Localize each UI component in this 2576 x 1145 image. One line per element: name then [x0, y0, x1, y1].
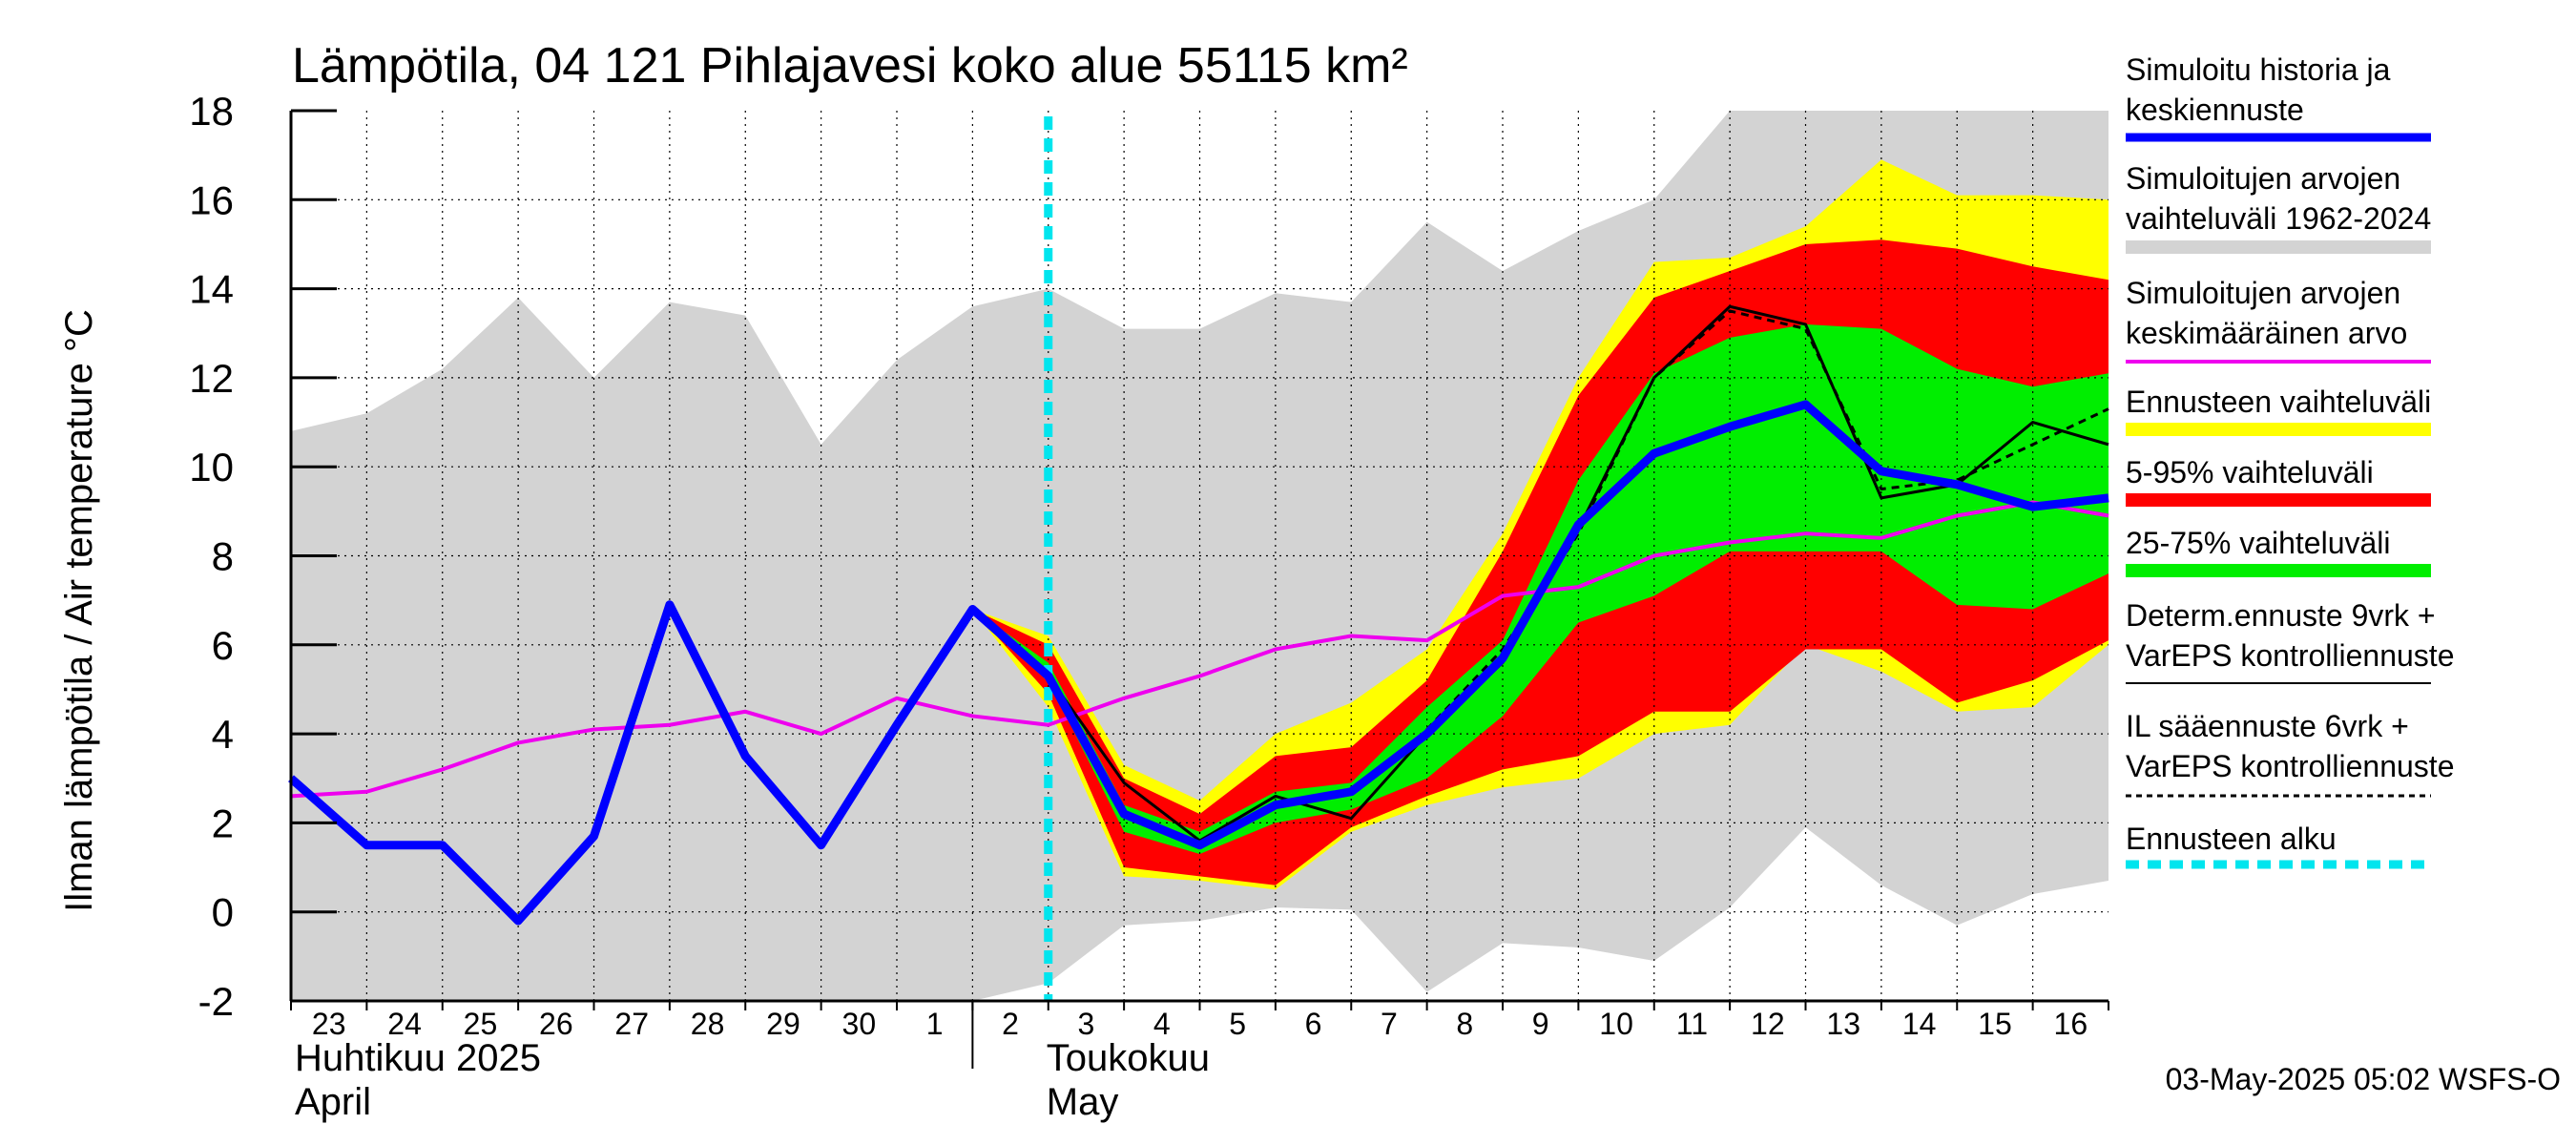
legend-label: Simuloitujen arvojen: [2126, 276, 2400, 310]
x-tick-label: 4: [1153, 1007, 1171, 1041]
y-tick-label: 6: [212, 623, 234, 668]
x-tick-label: 29: [766, 1007, 800, 1041]
y-tick-label: 4: [212, 712, 234, 757]
x-tick-label: 12: [1751, 1007, 1785, 1041]
x-tick-label: 5: [1229, 1007, 1246, 1041]
y-tick-label: 16: [189, 177, 234, 222]
x-tick-label: 7: [1381, 1007, 1398, 1041]
grid-layer: [291, 111, 2109, 1001]
y-tick-label: 18: [189, 89, 234, 134]
timestamp-footer: 03-May-2025 05:02 WSFS-O: [2166, 1062, 2561, 1096]
legend: Simuloitu historia ja keskiennuste Simuloi…: [2126, 52, 2454, 869]
x-tick-label: 14: [1902, 1007, 1937, 1041]
simulated-history-line: [288, 400, 2109, 926]
legend-label: Determ.ennuste 9vrk +: [2126, 598, 2436, 633]
legend-label: Ennusteen alku: [2126, 822, 2337, 856]
x-tick-label: 27: [614, 1007, 649, 1041]
y-tick-label: 12: [189, 356, 234, 401]
y-tick-label: -2: [198, 979, 234, 1024]
month-label-fi: Toukokuu: [1047, 1037, 1210, 1079]
x-tick-label: 10: [1599, 1007, 1633, 1041]
x-tick-label: 16: [2054, 1007, 2088, 1041]
x-tick-label: 6: [1305, 1007, 1322, 1041]
month-label-en: May: [1047, 1081, 1119, 1123]
x-tick-label: 23: [312, 1007, 346, 1041]
y-axis-label: Ilman lämpötila / Air temperature °C: [58, 309, 100, 912]
y-tick-label: 10: [189, 445, 234, 489]
x-tick-label: 15: [1978, 1007, 2012, 1041]
month-label-en: April: [295, 1081, 371, 1123]
x-tick-label: 13: [1826, 1007, 1860, 1041]
legend-label: VarEPS kontrolliennuste: [2126, 638, 2454, 673]
x-tick-label: 24: [387, 1007, 422, 1041]
x-tick-label: 11: [1676, 1007, 1708, 1041]
y-tick-label: 2: [212, 801, 234, 845]
chart-title: Lämpötila, 04 121 Pihlajavesi koko alue …: [292, 38, 1408, 94]
legend-label: IL sääennuste 6vrk +: [2126, 709, 2409, 743]
y-tick-label: 14: [189, 267, 234, 312]
x-tick-label: 8: [1456, 1007, 1473, 1041]
legend-label: Ennusteen vaihteluväli: [2126, 385, 2431, 419]
legend-label: vaihteluväli 1962-2024: [2126, 201, 2431, 236]
legend-label: Simuloitu historia ja: [2126, 52, 2391, 87]
x-tick-label: 26: [539, 1007, 573, 1041]
x-tick-label: 1: [926, 1007, 944, 1041]
legend-label: keskiennuste: [2126, 93, 2304, 127]
month-label-fi: Huhtikuu 2025: [295, 1037, 541, 1079]
legend-label: keskimääräinen arvo: [2126, 316, 2407, 350]
legend-label: VarEPS kontrolliennuste: [2126, 749, 2454, 783]
series-layer: [288, 116, 2109, 1001]
x-tick-label: 30: [842, 1007, 877, 1041]
legend-label: Simuloitujen arvojen: [2126, 161, 2400, 196]
x-tick-label: 25: [464, 1007, 498, 1041]
legend-label: 5-95% vaihteluväli: [2126, 455, 2374, 489]
y-tick-label: 0: [212, 890, 234, 935]
mean-line: [290, 500, 2109, 799]
y-tick-label: 8: [212, 534, 234, 579]
x-tick-label: 28: [691, 1007, 725, 1041]
x-tick-label: 3: [1078, 1007, 1095, 1041]
x-tick-label: 9: [1532, 1007, 1549, 1041]
legend-label: 25-75% vaihteluväli: [2126, 526, 2391, 560]
x-tick-label: 2: [1002, 1007, 1019, 1041]
